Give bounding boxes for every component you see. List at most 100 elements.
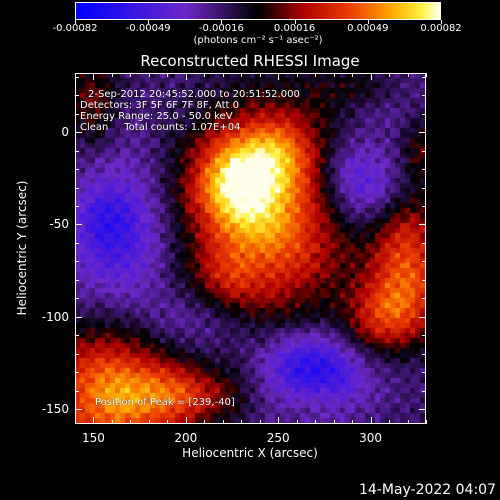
x-minor-tick bbox=[204, 73, 206, 77]
x-minor-tick bbox=[407, 73, 409, 77]
x-minor-tick bbox=[407, 420, 409, 424]
x-minor-tick bbox=[130, 420, 132, 424]
rhessi-image bbox=[75, 73, 426, 424]
y-major-tick bbox=[419, 409, 426, 411]
y-minor-tick bbox=[422, 298, 426, 300]
y-minor-tick bbox=[422, 390, 426, 392]
y-tick-label: 0 bbox=[61, 125, 69, 140]
y-minor-tick bbox=[75, 95, 79, 97]
y-major-tick bbox=[75, 224, 82, 226]
y-minor-tick bbox=[422, 206, 426, 207]
y-minor-tick bbox=[75, 206, 79, 207]
x-axis-label: Heliocentric X (arcsec) bbox=[182, 446, 318, 460]
y-minor-tick bbox=[422, 335, 426, 337]
y-minor-tick bbox=[75, 261, 79, 263]
time-range-text: 2-Sep-2012 20:45:52.000 to 20:51:52.000 bbox=[88, 89, 300, 100]
x-major-tick bbox=[370, 73, 372, 80]
y-minor-tick bbox=[422, 150, 426, 152]
y-minor-tick bbox=[75, 242, 79, 244]
y-minor-tick bbox=[75, 353, 79, 355]
x-major-tick bbox=[278, 417, 280, 424]
footer-date: 14-May-2022 04:07 bbox=[358, 482, 496, 498]
x-minor-tick bbox=[148, 73, 150, 77]
plot-title: Reconstructed RHESSI Image bbox=[140, 52, 360, 70]
y-minor-tick bbox=[75, 298, 79, 300]
y-axis-label: Heliocentric Y (arcsec) bbox=[15, 180, 29, 316]
y-minor-tick bbox=[422, 113, 426, 115]
colorbar-tick bbox=[294, 20, 296, 24]
colorbar-tick-label: -0.00082 bbox=[52, 23, 98, 34]
x-minor-tick bbox=[315, 420, 317, 424]
colorbar-tick bbox=[367, 20, 369, 24]
y-minor-tick bbox=[75, 187, 79, 189]
energy-range-text: Energy Range: 25.0 - 50.0 keV bbox=[80, 111, 233, 122]
x-tick-label: 250 bbox=[266, 431, 290, 445]
x-major-tick bbox=[278, 73, 280, 80]
x-minor-tick bbox=[130, 73, 132, 77]
colorbar-tick bbox=[441, 20, 442, 24]
x-minor-tick bbox=[259, 73, 261, 77]
y-minor-tick bbox=[422, 169, 426, 171]
y-minor-tick bbox=[75, 390, 79, 392]
x-minor-tick bbox=[296, 73, 298, 77]
y-major-tick bbox=[75, 409, 82, 411]
x-minor-tick bbox=[426, 420, 427, 424]
x-tick-label: 150 bbox=[82, 431, 105, 445]
colorbar-tick bbox=[75, 20, 76, 24]
x-minor-tick bbox=[352, 420, 354, 424]
y-minor-tick bbox=[75, 113, 79, 115]
y-minor-tick bbox=[422, 372, 426, 374]
y-minor-tick bbox=[422, 353, 426, 355]
y-tick-label: -100 bbox=[41, 309, 69, 324]
x-minor-tick bbox=[296, 420, 298, 424]
x-major-tick bbox=[185, 417, 187, 424]
y-minor-tick bbox=[75, 76, 79, 78]
y-major-tick bbox=[419, 224, 426, 226]
y-tick-label: -50 bbox=[49, 217, 69, 232]
colorbar bbox=[75, 2, 441, 20]
x-major-tick bbox=[370, 417, 372, 424]
x-minor-tick bbox=[111, 420, 113, 424]
y-minor-tick bbox=[422, 242, 426, 244]
plot-frame bbox=[75, 73, 426, 424]
x-minor-tick bbox=[111, 73, 113, 77]
x-minor-tick bbox=[352, 73, 354, 77]
x-minor-tick bbox=[426, 73, 427, 77]
x-minor-tick bbox=[167, 420, 169, 424]
y-major-tick bbox=[75, 316, 82, 318]
y-minor-tick bbox=[75, 169, 79, 171]
y-minor-tick bbox=[75, 279, 79, 281]
peak-position-text: Position of Peak = [239,-40] bbox=[95, 397, 235, 408]
x-minor-tick bbox=[241, 420, 243, 424]
x-minor-tick bbox=[222, 73, 224, 77]
y-minor-tick bbox=[422, 76, 426, 78]
x-minor-tick bbox=[222, 420, 224, 424]
x-minor-tick bbox=[333, 73, 335, 77]
y-minor-tick bbox=[75, 335, 79, 337]
colorbar-tick bbox=[148, 20, 150, 24]
y-minor-tick bbox=[422, 279, 426, 281]
clean-counts-text: Clean Total counts: 1.07E+04 bbox=[80, 122, 241, 133]
x-minor-tick bbox=[333, 420, 335, 424]
y-minor-tick bbox=[422, 187, 426, 189]
x-major-tick bbox=[185, 73, 187, 80]
x-minor-tick bbox=[259, 420, 261, 424]
y-minor-tick bbox=[422, 95, 426, 97]
x-minor-tick bbox=[389, 73, 391, 77]
y-minor-tick bbox=[422, 261, 426, 263]
x-major-tick bbox=[93, 417, 95, 424]
y-tick-label: -150 bbox=[41, 402, 69, 417]
y-major-tick bbox=[419, 316, 426, 318]
x-minor-tick bbox=[167, 73, 169, 77]
y-major-tick bbox=[419, 132, 426, 134]
y-minor-tick bbox=[75, 150, 79, 152]
x-minor-tick bbox=[315, 73, 317, 77]
x-tick-label: 200 bbox=[174, 431, 198, 445]
x-minor-tick bbox=[148, 420, 150, 424]
y-minor-tick bbox=[75, 372, 79, 374]
x-major-tick bbox=[93, 73, 95, 80]
y-major-tick bbox=[75, 132, 82, 134]
colorbar-tick-label: -0.00049 bbox=[125, 23, 171, 34]
colorbar-tick-label: -0.00016 bbox=[198, 23, 244, 34]
detectors-text: Detectors: 3F 5F 6F 7F 8F, Att 0 bbox=[80, 100, 240, 111]
